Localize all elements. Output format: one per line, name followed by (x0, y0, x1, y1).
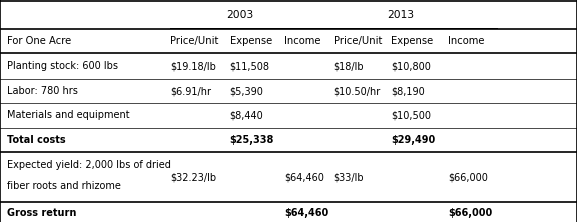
Text: Expense: Expense (230, 36, 272, 46)
Text: Income: Income (448, 36, 484, 46)
Text: $29,490: $29,490 (391, 135, 436, 145)
Text: $8,440: $8,440 (230, 110, 263, 121)
Text: Planting stock: 600 lbs: Planting stock: 600 lbs (7, 61, 118, 71)
Text: Price/Unit: Price/Unit (170, 36, 219, 46)
Text: Price/Unit: Price/Unit (334, 36, 382, 46)
Text: Expense: Expense (391, 36, 433, 46)
Text: $32.23/lb: $32.23/lb (170, 172, 216, 182)
Text: $5,390: $5,390 (230, 86, 264, 96)
Text: $10.50/hr: $10.50/hr (334, 86, 381, 96)
Text: $18/lb: $18/lb (334, 61, 364, 71)
Text: $10,500: $10,500 (391, 110, 431, 121)
Text: $64,460: $64,460 (284, 208, 328, 218)
Text: $11,508: $11,508 (230, 61, 269, 71)
Text: Labor: 780 hrs: Labor: 780 hrs (7, 86, 78, 96)
Text: $25,338: $25,338 (230, 135, 274, 145)
Text: $64,460: $64,460 (284, 172, 324, 182)
Text: $19.18/lb: $19.18/lb (170, 61, 216, 71)
Text: $8,190: $8,190 (391, 86, 425, 96)
Text: $10,800: $10,800 (391, 61, 431, 71)
Text: $6.91/hr: $6.91/hr (170, 86, 211, 96)
Text: $66,000: $66,000 (448, 172, 488, 182)
Text: $66,000: $66,000 (448, 208, 492, 218)
Text: Income: Income (284, 36, 320, 46)
Text: For One Acre: For One Acre (7, 36, 71, 46)
Text: 2013: 2013 (387, 10, 415, 20)
Text: Gross return: Gross return (7, 208, 76, 218)
Text: Total costs: Total costs (7, 135, 66, 145)
Text: $33/lb: $33/lb (334, 172, 364, 182)
Text: Expected yield: 2,000 lbs of dried: Expected yield: 2,000 lbs of dried (7, 160, 171, 170)
Text: Materials and equipment: Materials and equipment (7, 110, 130, 121)
Text: fiber roots and rhizome: fiber roots and rhizome (7, 181, 121, 191)
Text: 2003: 2003 (226, 10, 253, 20)
